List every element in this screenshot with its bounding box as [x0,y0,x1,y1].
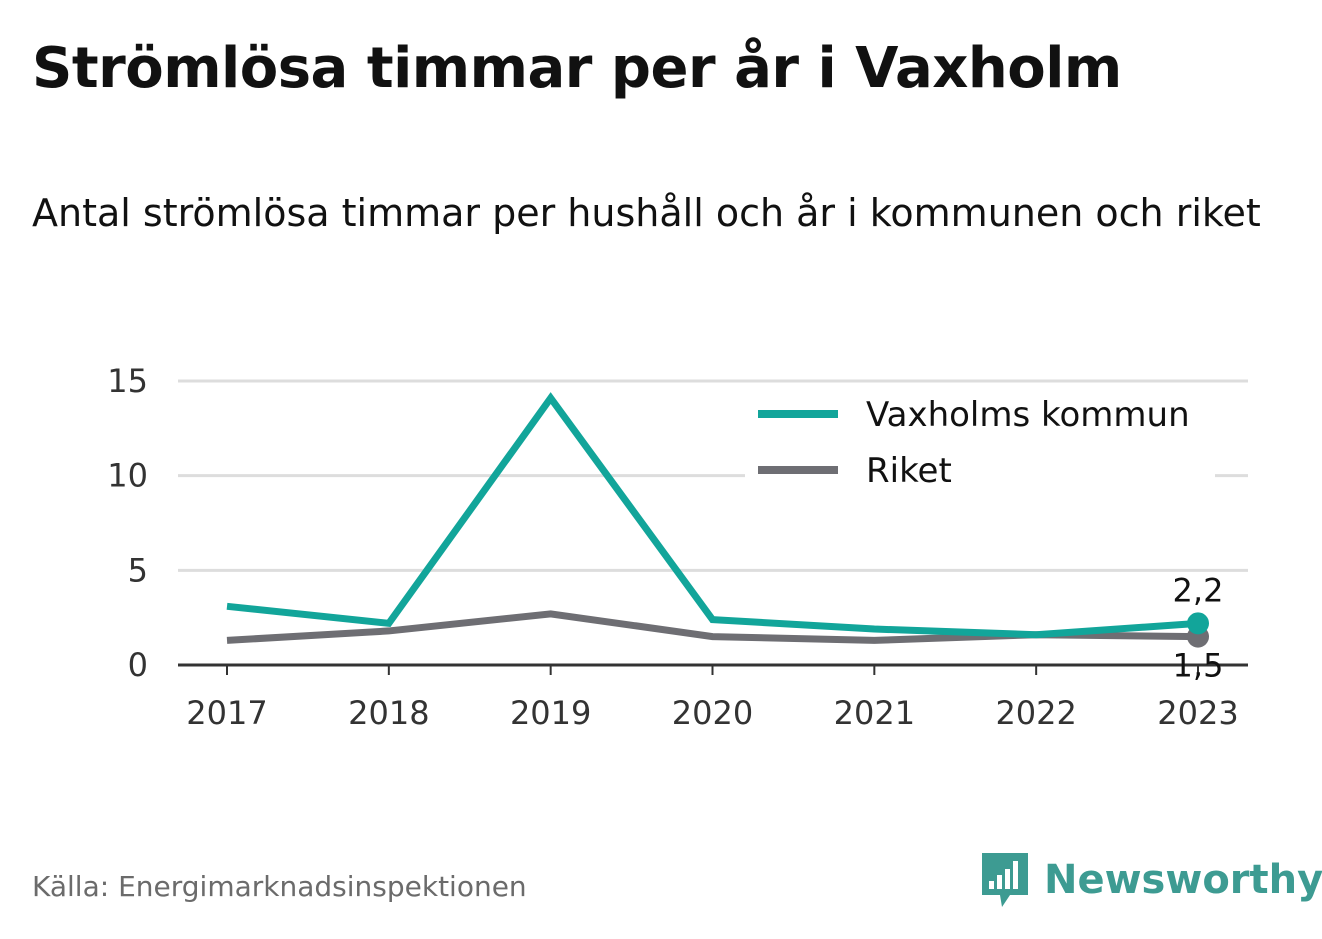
legend-label: Riket [866,451,952,491]
brand-logo: Newsworthy [980,850,1322,910]
y-tick-label: 15 [107,362,148,400]
legend-label: Vaxholms kommun [866,395,1190,435]
x-tick-label: 2018 [348,694,429,732]
chart-title: Strömlösa timmar per år i Vaxholm [32,36,1122,101]
x-tick-label: 2022 [995,694,1076,732]
x-tick-label: 2021 [834,694,915,732]
y-tick-label: 0 [128,646,148,684]
y-tick-label: 10 [107,457,148,495]
x-tick-label: 2019 [510,694,591,732]
end-value-label: 2,2 [1173,571,1224,609]
legend-background [745,384,1215,494]
newsworthy-logo-icon [982,853,1028,907]
end-value-label: 1,5 [1173,647,1224,685]
x-tick-label: 2020 [672,694,753,732]
x-tick-label: 2023 [1157,694,1238,732]
source-note: Källa: Energimarknadsinspektionen [32,870,527,903]
y-tick-label: 5 [128,551,148,589]
line-chart: 0 5 10 15 2017 2018 2019 2020 2021 2022 2023 2,2 1,5… [107,362,1248,732]
brand-name: Newsworthy [1044,857,1322,903]
series-line [226,392,1199,639]
series-endpoint [1187,612,1209,635]
x-tick-label: 2017 [186,694,267,732]
chart-subtitle: Antal strömlösa timmar per hushåll och å… [32,191,1261,235]
